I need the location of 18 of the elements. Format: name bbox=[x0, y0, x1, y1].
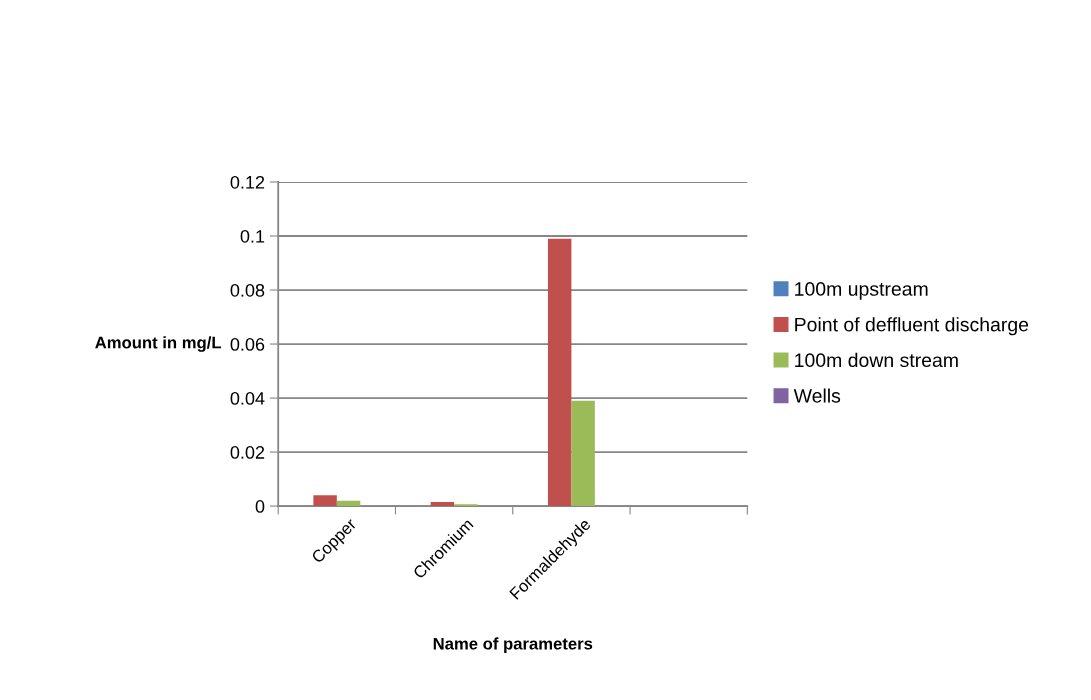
y-tick-label: 0.08 bbox=[230, 283, 265, 297]
bar bbox=[547, 238, 572, 507]
legend-label: 100m down stream bbox=[795, 352, 958, 368]
bar bbox=[571, 400, 595, 507]
y-tick-label: 0.1 bbox=[240, 229, 265, 243]
y-tick-label: 0.06 bbox=[230, 337, 265, 351]
legend-label: Wells bbox=[793, 388, 841, 403]
y-axis-title: Amount in mg/L bbox=[95, 336, 222, 352]
bar bbox=[313, 495, 337, 507]
y-tick-label: 0 bbox=[255, 500, 265, 513]
legend-label: 100m upstream bbox=[795, 282, 928, 300]
y-tick-label: 0.04 bbox=[230, 392, 265, 405]
x-axis-title: Name of parameters bbox=[433, 637, 593, 653]
y-tick-label: 0.12 bbox=[230, 175, 265, 189]
legend-label: Point of deffluent discharge bbox=[795, 317, 1029, 336]
bar bbox=[430, 502, 455, 507]
y-tick-label: 0.02 bbox=[230, 446, 265, 459]
bar bbox=[336, 500, 361, 507]
